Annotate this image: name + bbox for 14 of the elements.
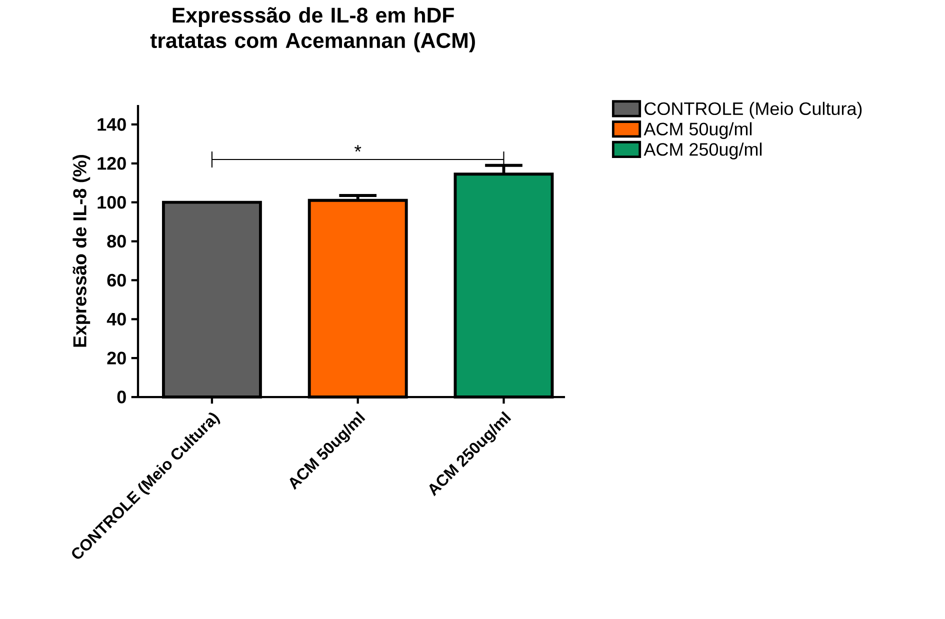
chart-title: Expresssão de IL-8 em hDF tratatas com Acemannan (ACM): [150, 7, 475, 52]
y-tick-label: 40: [106, 312, 126, 326]
y-tick-label: 120: [98, 157, 126, 170]
y-tick-label: 80: [107, 234, 126, 248]
y-tick-label: 60: [107, 274, 126, 287]
legend-label: ACM 50ug/ml: [644, 122, 752, 140]
y-tick-label: 20: [107, 352, 126, 364]
legend-label: ACM 250ug/ml: [644, 142, 762, 160]
y-tick-label: 140: [98, 118, 126, 131]
y-tick-label: 100: [98, 196, 126, 209]
annotation: *: [354, 145, 362, 152]
y-axis-title: Expressão de IL-8 (%): [72, 154, 90, 347]
y-tick-label: 0: [117, 390, 126, 404]
legend-label: CONTROLE (Meio Cultura): [644, 102, 862, 119]
